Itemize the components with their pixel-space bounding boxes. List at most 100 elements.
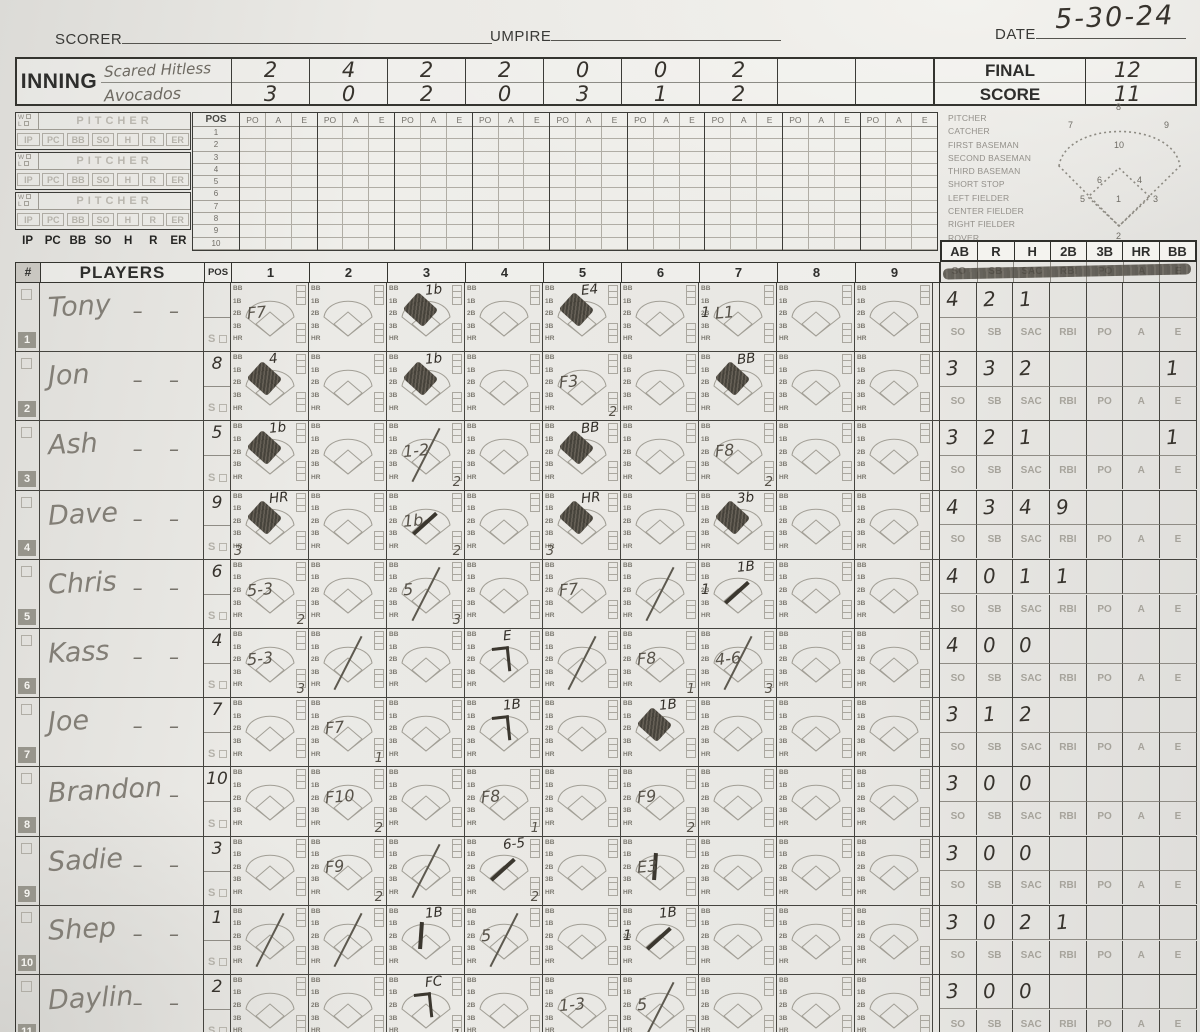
checkbox <box>374 920 384 928</box>
player-row: 3 Ash – –5 S BB 1B 2B 3B HR 1b BB 1B 2B 3B HR BB 1B 2B 3B H… <box>16 419 1197 491</box>
checkbox <box>452 751 462 758</box>
checkbox <box>920 336 930 343</box>
base-label: 1B <box>623 851 632 859</box>
po-a-e-cell <box>600 188 627 200</box>
player-number-badge: 11 <box>18 1024 36 1032</box>
checkbox-stack-bottom <box>374 876 384 896</box>
po-a-e-cell <box>419 163 446 176</box>
inning-cell: BB 1B 2B 3B HR <box>699 698 777 767</box>
po-a-e-cell <box>445 139 472 151</box>
po-a-e-cell <box>885 200 911 213</box>
po-a-e-header: A <box>342 113 368 126</box>
checkbox <box>608 291 618 298</box>
play-annotation: F8 <box>480 786 502 808</box>
stat-value-cell: 3 <box>976 490 1014 526</box>
base-label: 3B <box>311 807 320 815</box>
checkbox <box>920 568 930 575</box>
stat-value: 1 <box>1055 909 1070 935</box>
base-label: 2B <box>389 586 398 594</box>
checkbox <box>842 782 852 789</box>
po-a-e-cell <box>807 200 834 213</box>
checkbox <box>842 405 852 412</box>
base-label: 2B <box>389 448 398 456</box>
base-label: 2B <box>233 656 242 664</box>
checkbox-stack-bottom <box>530 392 540 412</box>
checkbox <box>764 436 774 443</box>
checkbox <box>842 738 852 745</box>
checkbox <box>374 298 384 305</box>
checkbox <box>530 807 540 814</box>
checkbox <box>764 291 774 298</box>
stat-value: 0 <box>981 978 997 1004</box>
inning-column-header: 6 <box>621 263 699 282</box>
checkbox <box>686 914 696 921</box>
checkbox <box>608 574 618 582</box>
checkbox <box>842 775 852 783</box>
checkbox <box>374 405 384 412</box>
base-label: 1B <box>623 643 632 651</box>
checkbox <box>686 907 696 915</box>
po-a-e-cell <box>497 151 524 163</box>
stat-label-cell: SB <box>977 456 1014 490</box>
base-label: HR <box>389 335 399 343</box>
checkbox <box>296 681 306 689</box>
po-a-e-row <box>472 151 550 164</box>
checkbox-stack-top <box>296 492 306 513</box>
mini-field-diagram <box>869 300 919 337</box>
base-label: 1B <box>857 989 866 997</box>
checkbox <box>530 876 540 883</box>
player-pos-cell: S <box>204 283 231 352</box>
base-label: 2B <box>467 1002 476 1010</box>
checkbox-stack-top <box>374 838 384 858</box>
stat-label-cell: SO <box>940 387 977 421</box>
play-annotation: 1-2 <box>402 440 430 462</box>
base-label: 3B <box>545 876 554 884</box>
po-a-e-cell <box>911 200 937 213</box>
checkbox <box>764 298 774 305</box>
base-label: 1B <box>701 712 710 720</box>
checkbox <box>842 392 852 399</box>
play-annotation: F10 <box>324 786 356 808</box>
win-checkbox <box>26 194 32 199</box>
stat-value: 0 <box>1018 978 1033 1004</box>
po-a-e-cell <box>885 176 911 188</box>
checkbox-stack-bottom <box>452 876 462 896</box>
checkbox <box>608 782 618 789</box>
inning-cell: BB 1B 2B 3B HR <box>777 352 855 421</box>
base-label: BB <box>623 838 633 846</box>
base-label: 2B <box>779 725 788 733</box>
base-label: HR <box>545 1027 555 1032</box>
base-label: 3B <box>545 737 554 745</box>
base-label: 2B <box>623 379 632 387</box>
checkbox-stack-bottom <box>920 599 930 620</box>
checkbox-stack-bottom <box>608 599 618 620</box>
po-a-e-cell <box>445 176 472 188</box>
checkbox-stack-top <box>296 976 306 997</box>
base-label: 2B <box>389 932 398 940</box>
checkbox <box>686 976 696 984</box>
base-label: 1B <box>311 643 320 651</box>
base-label: 2B <box>857 310 866 318</box>
checkbox-stack-bottom <box>920 1014 930 1032</box>
inning-score-bottom: 0 <box>341 82 356 106</box>
inning-cell: BB 1B 2B 3B HR <box>621 352 699 421</box>
base-label: BB <box>779 423 789 431</box>
base-label: HR <box>623 542 633 550</box>
inning-cell: BB 1B 2B 3B HR L1 1 <box>699 283 777 352</box>
base-label: 3B <box>701 1014 710 1022</box>
checkbox <box>296 537 306 544</box>
base-label: 3B <box>311 599 320 607</box>
checkbox <box>530 744 540 752</box>
base-label: 2B <box>623 725 632 733</box>
mini-field-diagram <box>869 439 919 476</box>
checkbox <box>920 637 930 644</box>
sub-row-label: S <box>208 748 216 761</box>
loss-label: L <box>18 121 36 128</box>
po-a-e-cell <box>861 164 886 175</box>
divider <box>310 82 387 83</box>
base-label: BB <box>545 907 555 915</box>
